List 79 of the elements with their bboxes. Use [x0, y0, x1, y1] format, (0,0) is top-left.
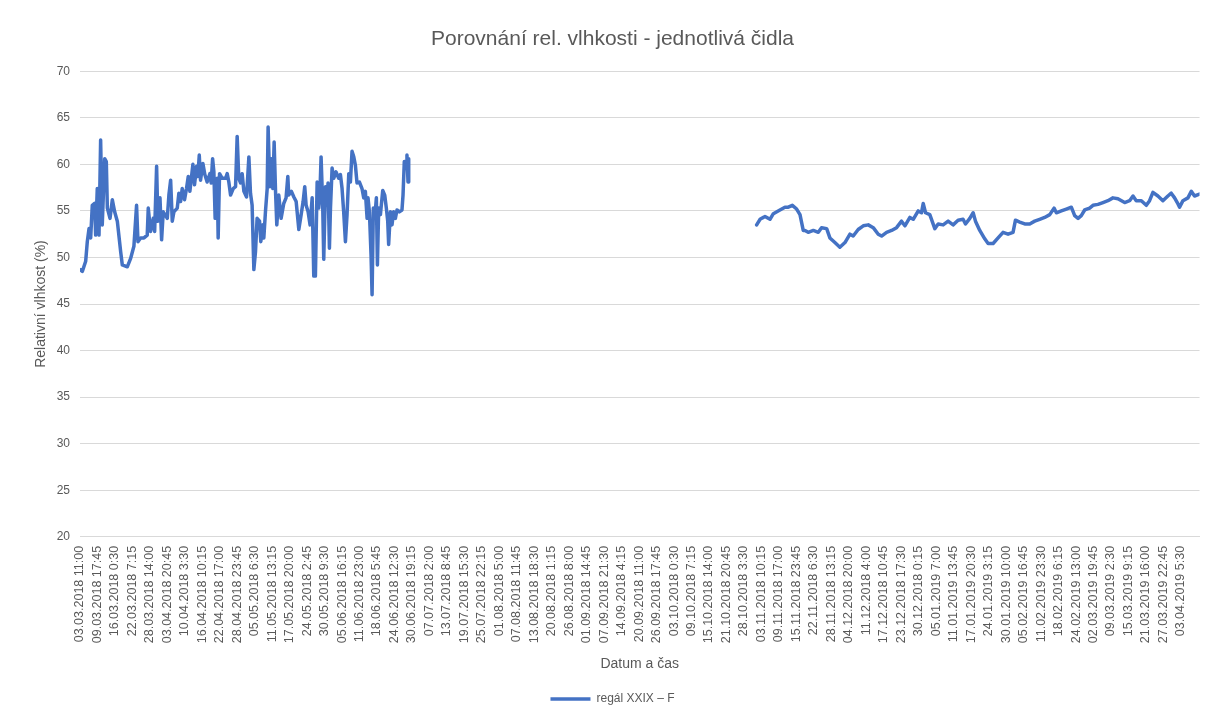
x-tick-label: 09.03.2018 17:45 — [89, 545, 104, 644]
x-tick-label: 17.01.2019 20:30 — [963, 545, 978, 644]
x-tick-label: 25.07.2018 22:15 — [474, 545, 489, 644]
x-tick-label: 05.02.2019 16:45 — [1016, 545, 1031, 644]
y-tick-label: 70 — [56, 63, 71, 78]
x-tick-label: 30.01.2019 10:00 — [998, 545, 1013, 644]
x-tick-label: 20.08.2018 1:15 — [544, 545, 559, 637]
x-tick-label: 11.06.2018 23:00 — [352, 545, 367, 643]
x-tick-label: 21.03.2019 16:00 — [1138, 545, 1153, 644]
x-tick-label: 11.02.2019 23:30 — [1033, 545, 1048, 643]
x-tick-label: 17.12.2018 10:45 — [876, 545, 891, 644]
x-tick-label: 05.05.2018 6:30 — [247, 545, 262, 637]
x-tick-label: 09.03.2019 2:30 — [1103, 545, 1118, 637]
x-tick-label: 28.10.2018 3:30 — [736, 545, 751, 637]
x-tick-label: 16.04.2018 10:15 — [194, 545, 209, 644]
x-tick-label: 05.01.2019 7:00 — [928, 545, 943, 637]
x-tick-label: 09.11.2018 17:00 — [771, 545, 786, 643]
x-tick-label: 24.06.2018 12:30 — [386, 545, 401, 644]
x-tick-label: 11.05.2018 13:15 — [264, 545, 279, 643]
x-tick-label: 11.01.2019 13:45 — [946, 545, 961, 643]
x-tick-label: 03.11.2018 10:15 — [753, 545, 768, 643]
x-tick-label: 07.09.2018 21:30 — [596, 545, 611, 644]
x-tick-label: 27.03.2019 22:45 — [1155, 545, 1170, 644]
x-tick-label: 28.03.2018 14:00 — [142, 545, 157, 644]
x-tick-label: 24.01.2019 3:15 — [981, 545, 996, 637]
y-tick-label: 60 — [56, 156, 71, 171]
y-axis-title: Relativní vlhkost (%) — [32, 240, 49, 368]
x-tick-label: 16.03.2018 0:30 — [107, 545, 122, 637]
y-tick-label: 30 — [56, 436, 71, 451]
x-tick-label: 03.10.2018 0:30 — [666, 545, 681, 637]
x-tick-label: 23.12.2018 17:30 — [893, 545, 908, 644]
x-tick-label: 22.04.2018 17:00 — [212, 545, 227, 644]
x-tick-label: 07.08.2018 11:45 — [509, 545, 524, 643]
y-tick-label: 45 — [56, 296, 71, 311]
x-tick-label: 24.02.2019 13:00 — [1068, 545, 1083, 644]
x-tick-label: 03.04.2019 5:30 — [1173, 545, 1188, 637]
x-tick-label: 19.07.2018 15:30 — [456, 545, 471, 644]
x-tick-label: 28.04.2018 23:45 — [229, 545, 244, 644]
x-tick-label: 03.04.2018 20:45 — [159, 545, 174, 644]
legend-label: regál XXIX – F — [596, 691, 675, 706]
x-tick-label: 28.11.2018 13:15 — [823, 545, 838, 643]
x-tick-label: 02.03.2019 19:45 — [1086, 545, 1101, 644]
x-tick-label: 01.09.2018 14:45 — [579, 545, 594, 644]
y-tick-label: 55 — [56, 203, 71, 218]
y-tick-label: 25 — [56, 482, 71, 497]
x-tick-label: 21.10.2018 20:45 — [718, 545, 733, 644]
x-tick-label: 22.11.2018 6:30 — [806, 545, 821, 636]
x-tick-label: 18.06.2018 5:45 — [369, 545, 384, 637]
x-tick-label: 09.10.2018 7:15 — [683, 545, 698, 637]
y-tick-label: 50 — [56, 249, 71, 264]
x-tick-label: 04.12.2018 20:00 — [841, 545, 856, 644]
x-tick-label: 01.08.2018 5:00 — [491, 545, 506, 637]
y-tick-label: 65 — [56, 110, 71, 125]
x-tick-label: 26.09.2018 17:45 — [649, 545, 664, 644]
x-tick-label: 14.09.2018 4:15 — [614, 545, 629, 637]
x-tick-label: 22.03.2018 7:15 — [124, 545, 139, 637]
x-tick-label: 15.03.2019 9:15 — [1120, 545, 1135, 637]
x-tick-label: 26.08.2018 8:00 — [561, 545, 576, 637]
x-tick-label: 10.04.2018 3:30 — [177, 545, 192, 637]
x-tick-label: 30.12.2018 0:15 — [911, 545, 926, 637]
y-tick-label: 20 — [56, 529, 71, 544]
x-tick-label: 18.02.2019 6:15 — [1051, 545, 1066, 637]
chart-title: Porovnání rel. vlhkosti - jednotlivá čidla — [430, 26, 795, 50]
x-tick-label: 30.06.2018 19:15 — [404, 545, 419, 644]
x-tick-label: 20.09.2018 11:00 — [631, 545, 646, 643]
y-tick-label: 40 — [56, 342, 71, 357]
x-tick-label: 13.08.2018 18:30 — [526, 545, 541, 644]
y-tick-label: 35 — [56, 389, 71, 404]
x-tick-label: 03.03.2018 11:00 — [72, 545, 87, 643]
x-tick-label: 15.10.2018 14:00 — [701, 545, 716, 644]
x-tick-label: 30.05.2018 9:30 — [317, 545, 332, 637]
x-axis-title: Datum a čas — [600, 655, 680, 672]
x-tick-label: 15.11.2018 23:45 — [788, 545, 803, 643]
x-tick-label: 24.05.2018 2:45 — [299, 545, 314, 637]
x-tick-label: 05.06.2018 16:15 — [334, 545, 349, 644]
x-tick-label: 07.07.2018 2:00 — [421, 545, 436, 637]
x-tick-label: 11.12.2018 4:00 — [858, 545, 873, 636]
x-tick-label: 13.07.2018 8:45 — [439, 545, 454, 637]
x-tick-label: 17.05.2018 20:00 — [282, 545, 297, 644]
